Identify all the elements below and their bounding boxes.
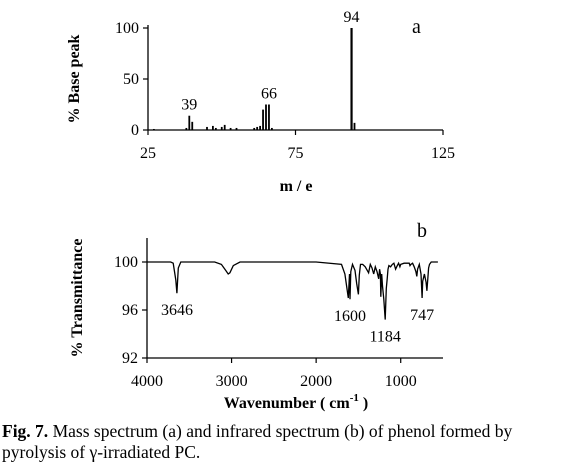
y-tick-label-a: 0 [131, 122, 139, 139]
y-tick-label-a: 100 [115, 20, 139, 37]
figure-caption: Fig. 7. Mass spectrum (a) and infrared s… [2, 421, 578, 463]
caption-text: Mass spectrum (a) and infrared spectrum … [2, 421, 513, 462]
peak-label-b: 3646 [161, 302, 193, 319]
ir-spectrum-line [147, 261, 438, 320]
figure-canvas: a 25 75 125 0 50 100 39 66 94 m / e % Base peak… [66, 9, 455, 412]
y-tick-label-b: 96 [122, 302, 138, 319]
x-tick-label-b: 1000 [385, 373, 417, 390]
x-tick-label-a: 75 [288, 145, 304, 162]
y-axis-title-a: % Base peak [66, 34, 83, 123]
x-axis-title-a: m / e [280, 178, 313, 195]
panel-label-a: a [412, 16, 421, 38]
peak-label-b: 1600 [334, 308, 366, 325]
x-tick-label-a: 125 [431, 145, 455, 162]
peak-label-a: 39 [181, 97, 197, 114]
x-tick-label-b: 2000 [300, 373, 332, 390]
x-tick-label-b: 3000 [216, 373, 248, 390]
x-tick-label-a: 25 [140, 145, 156, 162]
peak-label-a: 66 [261, 86, 277, 103]
peak-label-a: 94 [344, 9, 360, 26]
x-tick-label-b: 4000 [131, 373, 163, 390]
y-tick-label-a: 50 [123, 71, 139, 88]
y-tick-label-b: 100 [114, 254, 138, 271]
caption-label: Fig. 7. [2, 421, 49, 441]
mass-spectrum-panel: a 25 75 125 0 50 100 39 66 94 m / e % Base peak [66, 9, 455, 195]
y-tick-label-b: 92 [122, 350, 138, 367]
peak-label-b: 1184 [369, 329, 400, 346]
panel-label-b: b [417, 220, 427, 242]
y-axis-title-b: % Transmittance [69, 239, 86, 358]
x-axis-title-b: Wavenumber ( cm-1 ) [224, 392, 368, 412]
peak-label-b: 747 [410, 307, 434, 324]
